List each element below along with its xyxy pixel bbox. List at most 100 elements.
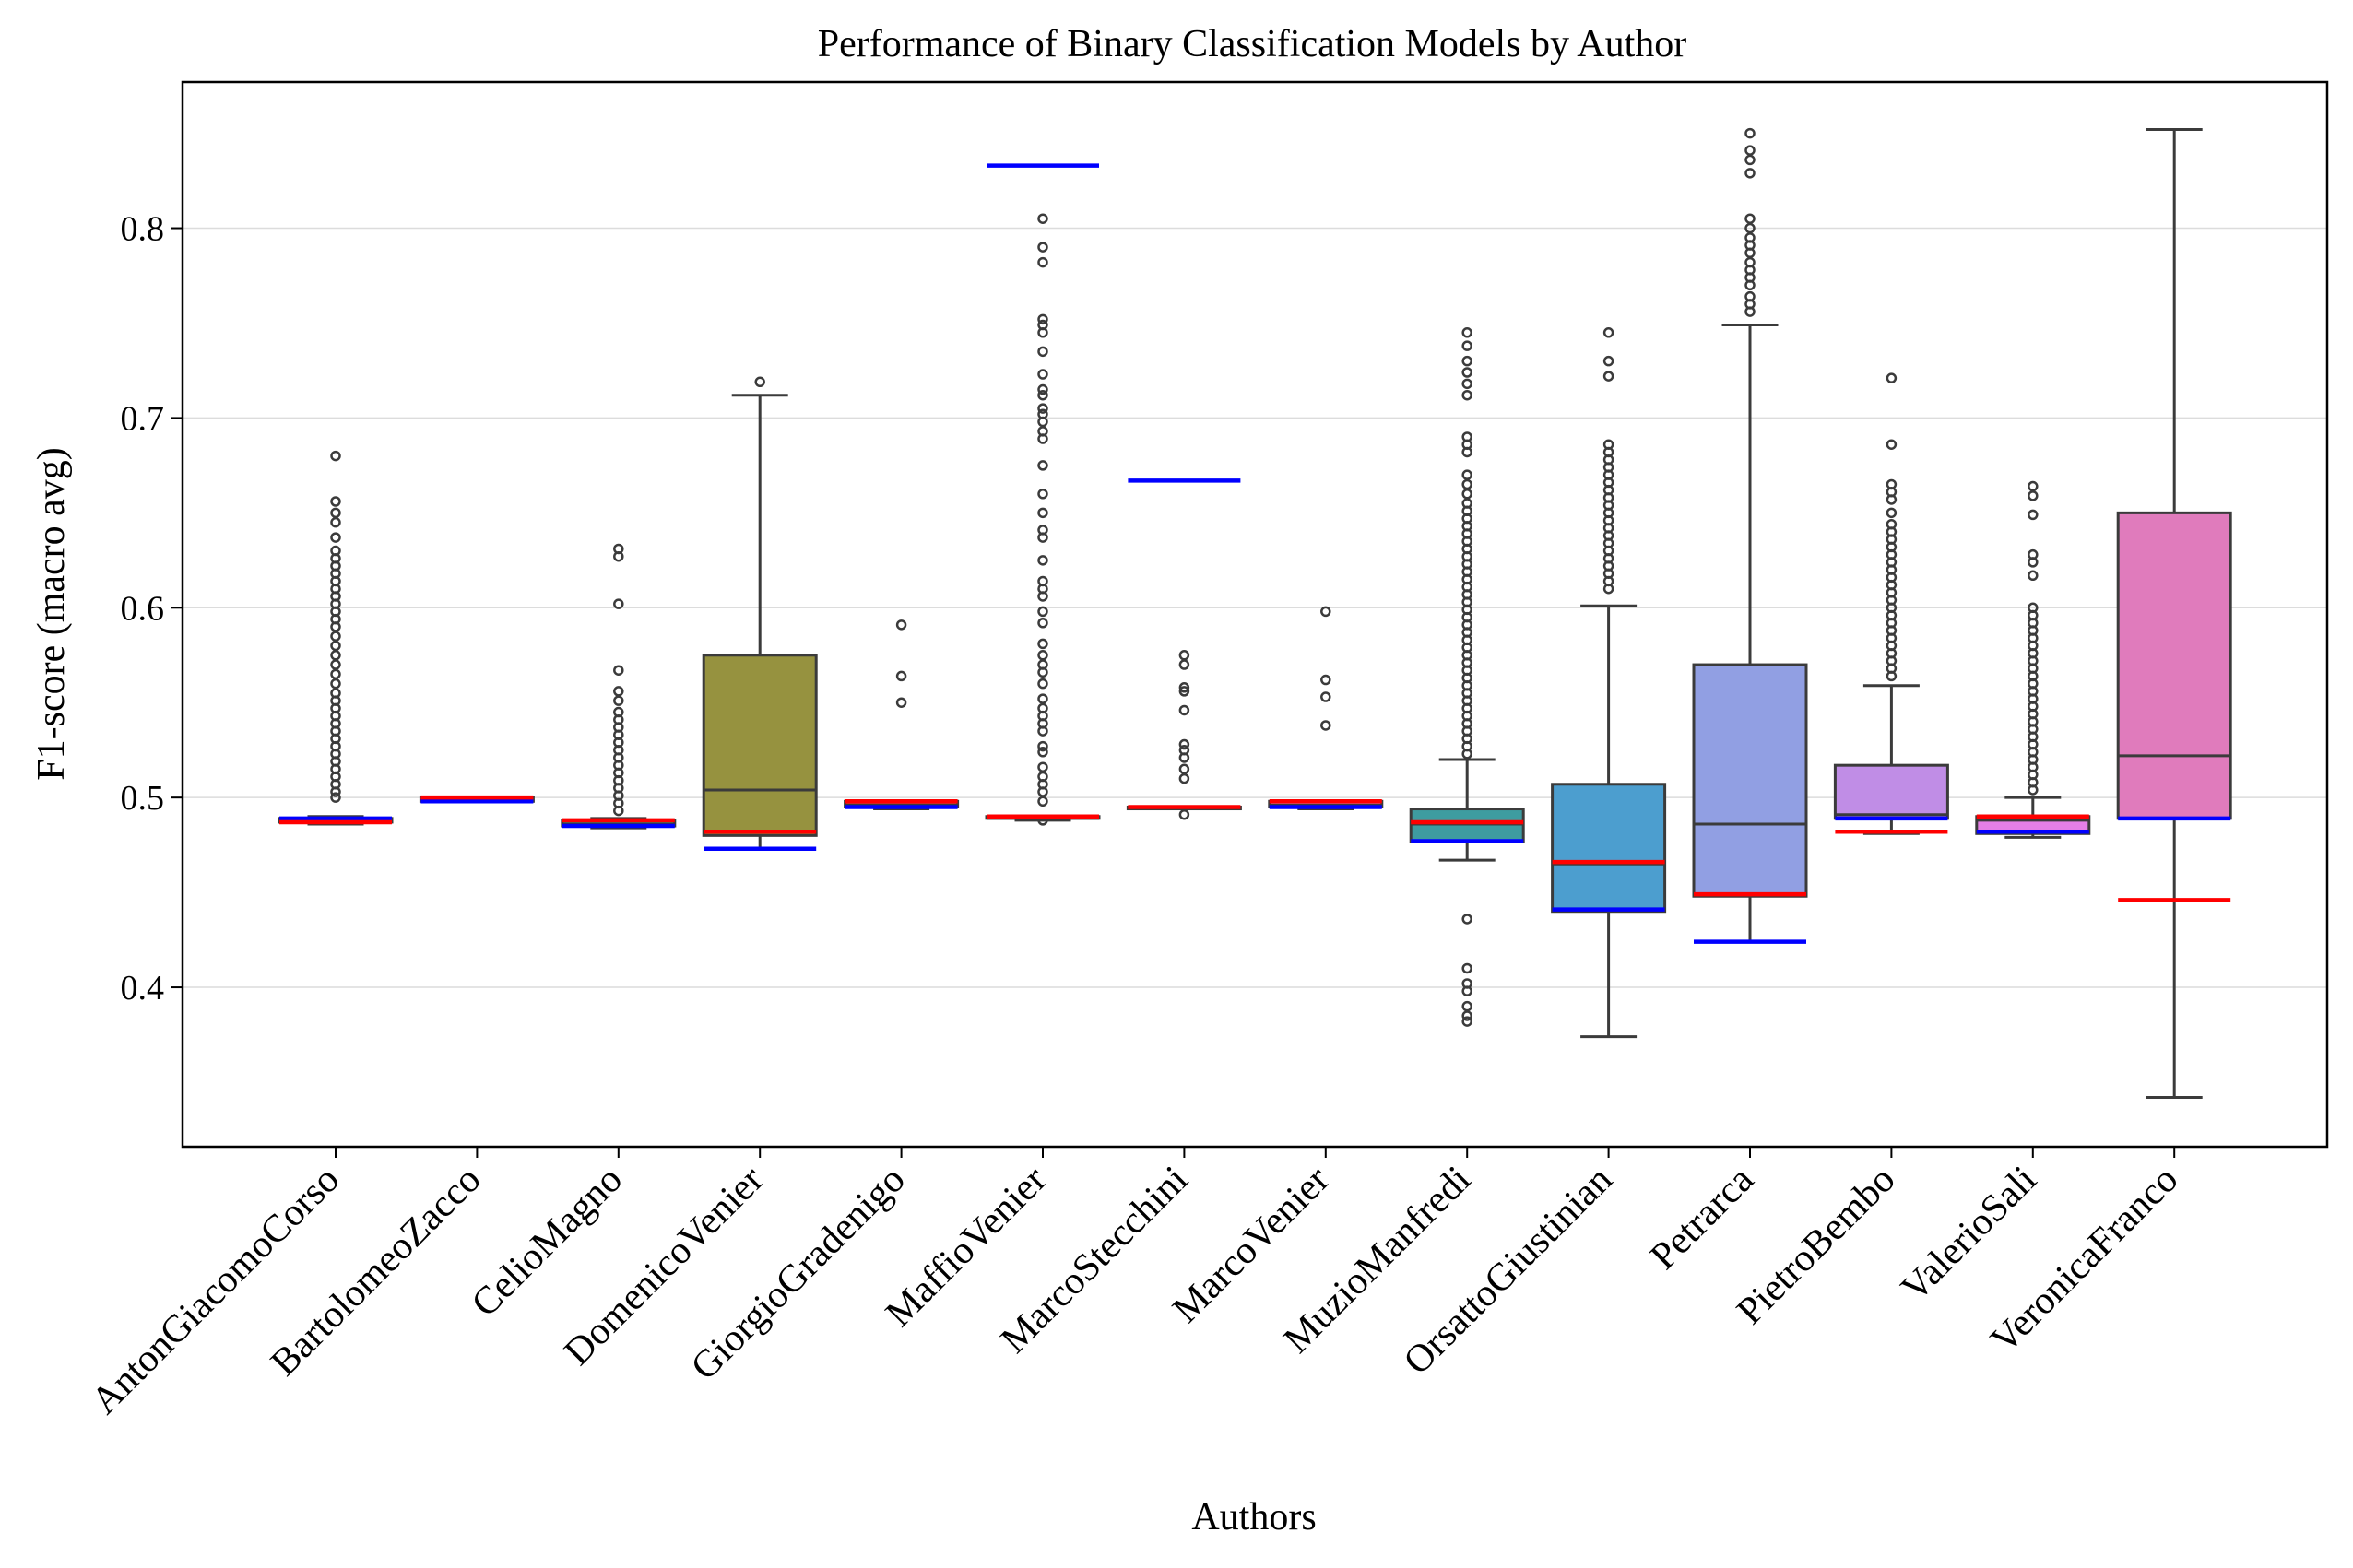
outlier-point [1178,686,1190,697]
outlier-point [1886,494,1898,505]
box-MarcoStecchini [1126,478,1242,820]
outlier-point [330,659,341,670]
outlier-point [895,697,907,708]
outlier-point [1037,383,1048,395]
outlier-point [1037,346,1048,358]
box-body [1833,763,1949,820]
outlier-point [1602,583,1614,595]
outlier-point [330,786,341,797]
outlier-point [754,376,765,388]
outlier-point [330,668,341,680]
outlier-point [330,650,341,661]
x-axis-label: Authors [1191,1496,1316,1539]
outlier-point [1037,507,1048,519]
outlier-point [330,450,341,462]
outlier-point [1037,618,1048,629]
outlier-point [2028,490,2039,501]
outlier-point [1744,154,1756,166]
outlier-point [1602,371,1614,382]
outlier-point [613,805,624,817]
box-BartolomeoZacco [419,795,535,804]
outlier-point [1178,752,1190,763]
outlier-point [1037,796,1048,808]
outlier-point [1178,738,1190,750]
outlier-point [1037,555,1048,566]
outlier-point [1178,763,1190,775]
outlier-point [1744,306,1756,317]
plot-frame [181,80,2329,1149]
outlier-point [1178,682,1190,693]
box-OrsattoGiustinian [1551,327,1667,1039]
outlier-point [1602,355,1614,367]
outlier-point [1037,740,1048,752]
box-body [1692,663,1808,898]
outlier-point [1037,433,1048,444]
outlier-point [1461,489,1472,500]
outlier-point [330,532,341,543]
box-MaffioVenier [985,163,1101,826]
outlier-point [330,640,341,652]
outlier-point [895,670,907,682]
outlier-point [1037,606,1048,618]
outlier-point [1461,446,1472,458]
outlier-point [330,507,341,519]
box-DomenicoVenier [702,376,818,852]
outlier-point [330,496,341,507]
outlier-point [1461,469,1472,480]
outlier-point [1886,507,1898,519]
box-body [702,654,818,837]
outlier-point [330,792,341,803]
outlier-point [613,686,624,697]
outlier-point [1178,704,1190,716]
plot-area [278,127,2232,1099]
outlier-point [1037,213,1048,224]
outlier-point [2028,784,2039,796]
outlier-point [2028,480,2039,492]
outlier-point [1037,786,1048,797]
outlier-point [1178,650,1190,661]
y-tick-label: 0.8 [121,210,165,249]
outlier-point [1037,761,1048,772]
outlier-point [2028,509,2039,521]
outlier-point [613,665,624,676]
outlier-point [1461,914,1472,925]
outlier-point [1037,693,1048,704]
outlier-point [1886,439,1898,450]
outlier-point [1461,1010,1472,1021]
box-PietroBembo [1833,372,1949,835]
outlier-point [1461,378,1472,390]
outlier-point [330,631,341,642]
y-tick-label: 0.6 [121,589,165,628]
outlier-point [1744,127,1756,139]
outlier-point [1744,145,1756,156]
box-Petrarca [1692,127,1808,944]
outlier-point [1461,478,1472,490]
grid-lines [183,227,2327,988]
outlier-point [1037,591,1048,602]
outlier-point [1744,279,1756,291]
outlier-point [1744,213,1756,224]
outlier-point [1037,747,1048,758]
outlier-point [330,516,341,528]
box-body [2116,511,2232,820]
outlier-point [1037,638,1048,650]
box-MarcoVenier [1268,606,1384,811]
outlier-point [1037,389,1048,401]
outlier-point [895,619,907,631]
outlier-point [1886,670,1898,682]
outlier-point [613,598,624,609]
outlier-point [1461,367,1472,378]
outlier-point [2028,570,2039,582]
outlier-point [1037,678,1048,690]
outlier-point [1461,962,1472,974]
outlier-point [1037,256,1048,268]
outlier-point [1461,389,1472,401]
outlier-point [1037,416,1048,428]
y-tick-label: 0.5 [121,779,165,818]
outlier-point [1178,808,1190,820]
outlier-point [1178,659,1190,670]
box-ValerioSali [1975,480,2091,839]
y-axis: 0.4 0.5 0.6 0.7 0.8 [121,210,183,1008]
